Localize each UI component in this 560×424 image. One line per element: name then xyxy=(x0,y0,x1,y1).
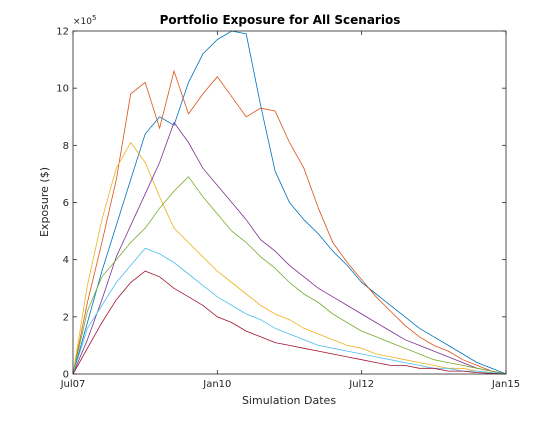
y-exponent-label: ×105 xyxy=(73,14,96,27)
x-tick-label-Jul12: Jul12 xyxy=(348,379,374,390)
series-line-5 xyxy=(72,176,507,375)
series-line-4 xyxy=(72,121,507,375)
tick-layer: 0 2 4 6 8 10 12 Jul07 Jan10 Jul12 Jan15 xyxy=(56,27,520,391)
y-tick-label-10: 10 xyxy=(56,84,69,95)
series-line-7 xyxy=(72,270,507,375)
y-tick-label-6: 6 xyxy=(63,198,69,209)
series-line-2 xyxy=(72,69,507,375)
series-line-3 xyxy=(72,141,507,375)
y-tick-label-12: 12 xyxy=(56,27,69,38)
y-tick-label-0: 0 xyxy=(63,370,69,381)
x-tick-label-Jul07: Jul07 xyxy=(60,379,86,390)
y-tick-label-4: 4 xyxy=(63,255,69,266)
series-layer xyxy=(72,30,507,375)
y-tick-label-2: 2 xyxy=(63,312,69,323)
x-tick-label-Jan10: Jan10 xyxy=(202,379,231,390)
y-tick-label-8: 8 xyxy=(63,141,69,152)
x-axis-label: Simulation Dates xyxy=(242,394,336,407)
y-axis-label: Exposure ($) xyxy=(38,167,51,237)
series-line-1 xyxy=(72,30,507,375)
x-tick-label-Jan15: Jan15 xyxy=(491,379,520,390)
chart-title: Portfolio Exposure for All Scenarios xyxy=(160,13,401,27)
